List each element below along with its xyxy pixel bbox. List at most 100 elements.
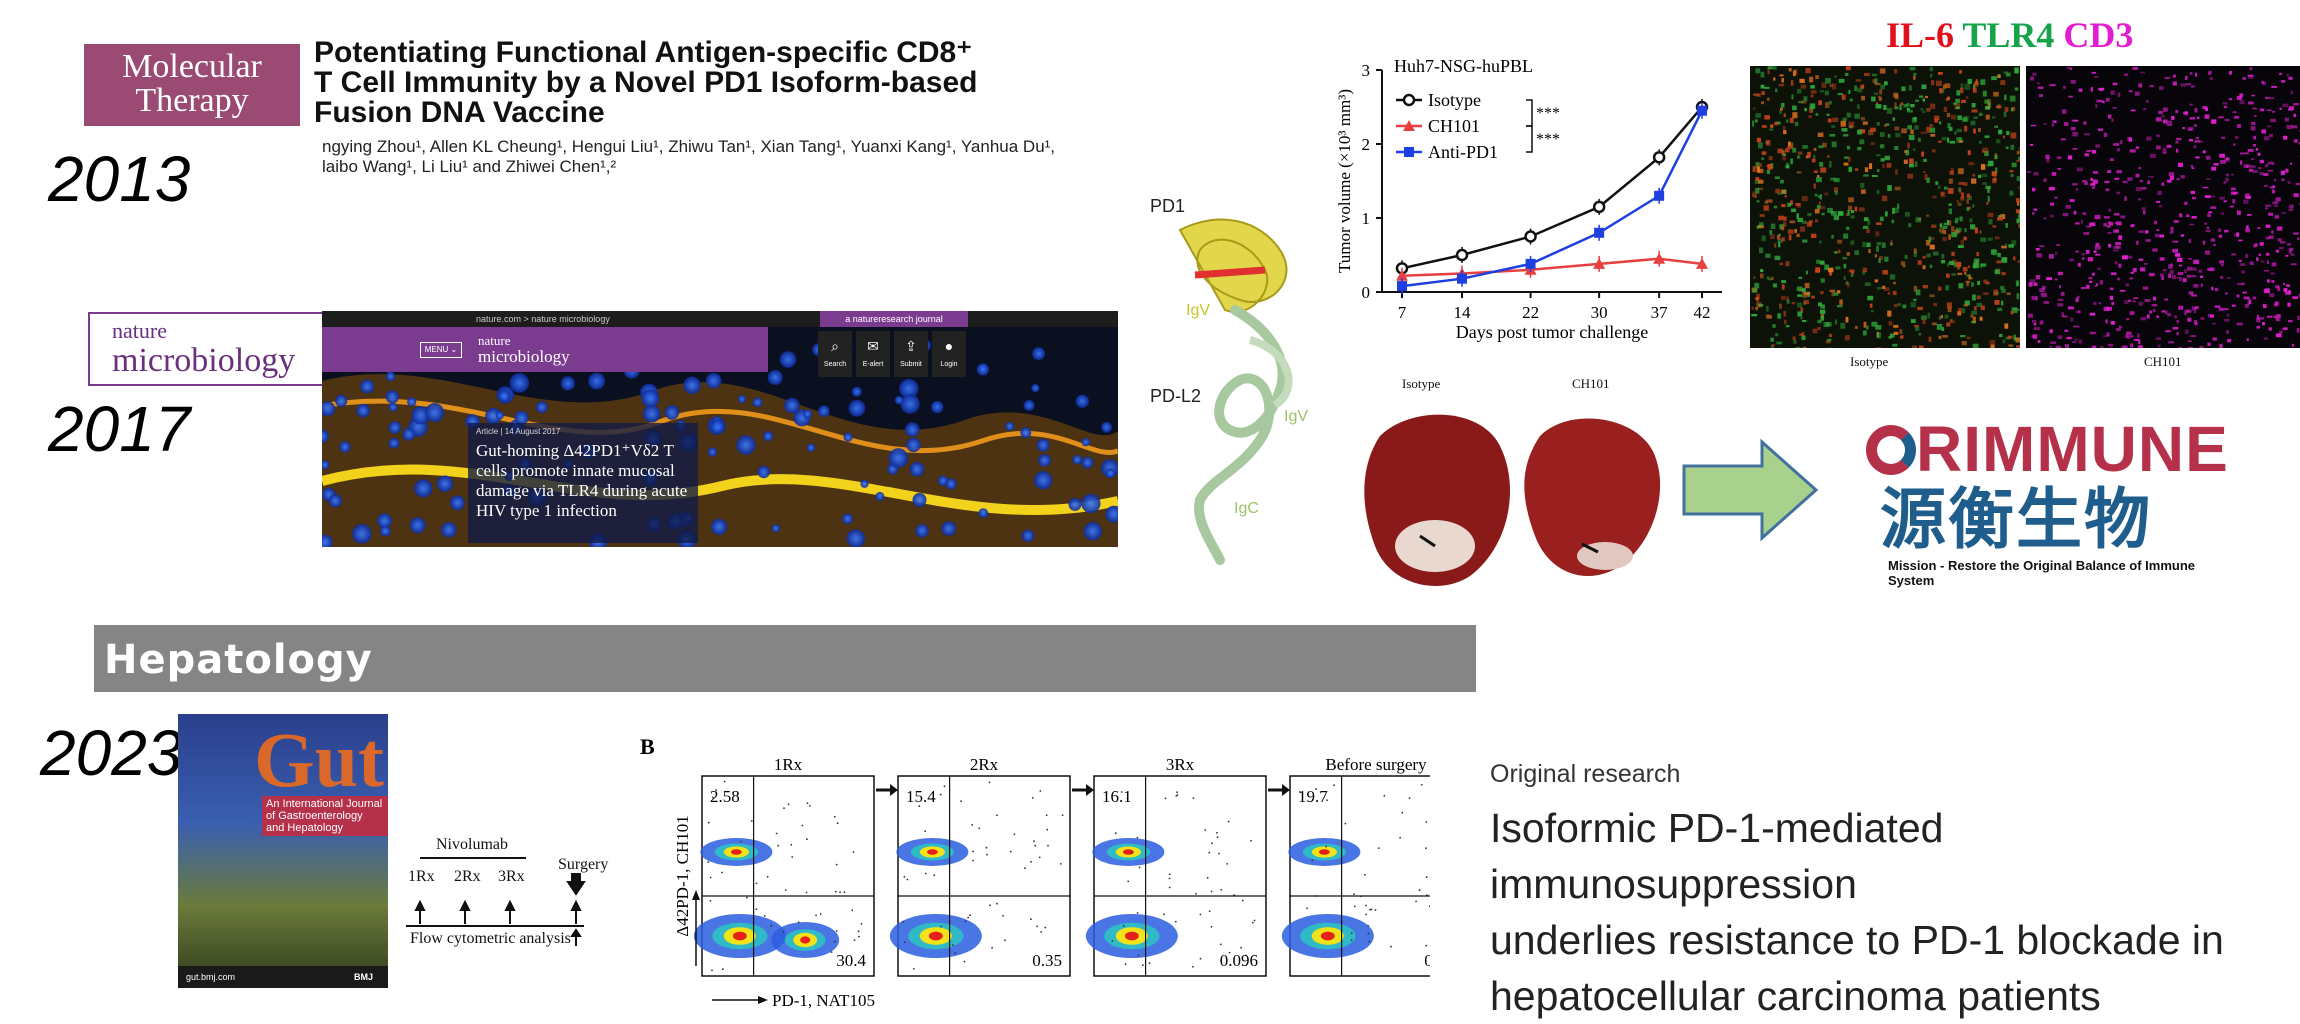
nm-submit-button[interactable]: ⇪Submit (894, 331, 928, 377)
flow-plots: B1Rx2.5830.42Rx15.40.353Rx16.10.096Befor… (630, 730, 1430, 1010)
data-point (1654, 191, 1664, 201)
if-image-isotype (1750, 66, 2020, 348)
data-point (1697, 106, 1707, 116)
data-point (1594, 228, 1604, 238)
significance-label: *** (1536, 131, 1560, 148)
pd1-label: PD1 (1150, 196, 1185, 217)
x-tick-label: 14 (1454, 303, 1472, 322)
x-tick-label: 42 (1694, 303, 1711, 322)
user-icon: ● (932, 331, 966, 361)
mt-article-title: Potentiating Functional Antigen-specific… (314, 38, 1254, 128)
submit-icon: ⇪ (894, 331, 928, 361)
nm-article-title[interactable]: Gut-homing Δ42PD1⁺Vδ2 T cells promote in… (476, 441, 690, 521)
nm-search-label: Search (824, 361, 846, 368)
orimmune-chinese-name: 源衡生物 (1866, 482, 2230, 558)
protein-ribbon (1140, 190, 1340, 580)
flow-x-arrow-head (758, 996, 768, 1004)
data-point (1526, 259, 1536, 269)
flow-upper-left-value: 2.58 (710, 787, 740, 806)
nm-login-button[interactable]: ●Login (932, 331, 966, 377)
original-research-title: Isoformic PD-1-mediated immunosuppressio… (1490, 800, 2300, 1024)
timeline-surgery: Surgery (558, 856, 608, 874)
liver-label-isotype: Isotype (1402, 376, 1440, 392)
if-image-ch101 (2026, 66, 2300, 348)
hepatology-banner: Hepatology (94, 625, 1476, 692)
nm-menu-button[interactable]: MENU ⌄ (420, 342, 462, 358)
nm-login-label: Login (940, 361, 957, 368)
legend-marker (1404, 147, 1414, 157)
if-title-cd3: CD3 (2063, 15, 2133, 55)
or-title-line-3: hepatocellular carcinoma patients (1490, 968, 2300, 1024)
nature-microbiology-webpage: nature.com > nature microbiology a natur… (322, 311, 1118, 547)
pdl2-label: PD-L2 (1150, 386, 1201, 407)
x-tick-label: 7 (1398, 303, 1407, 322)
orimmune-name: RIMMUNE (1916, 413, 2229, 485)
treatment-timeline: Nivolumab 1Rx 2Rx 3Rx Surgery Flow cytom… (400, 826, 620, 956)
gut-footer: gut.bmj.com BMJ (178, 966, 388, 988)
flow-lower-right-value: 0.31 (1424, 951, 1430, 970)
chart-title: Huh7-NSG-huPBL (1394, 56, 1533, 76)
nm-toolbar: ⌕Search ✉E-alert ⇪Submit ●Login (818, 331, 968, 377)
y-tick-label: 0 (1362, 283, 1371, 302)
data-point (1526, 232, 1536, 242)
data-point (1594, 202, 1604, 212)
if-label-isotype: Isotype (1850, 354, 1888, 370)
flow-upper-left-value: 16.1 (1102, 787, 1132, 806)
data-point (1457, 250, 1467, 260)
flow-arrow-head (1086, 784, 1094, 796)
flow-panel-letter: B (640, 734, 655, 759)
nm-ealert-button[interactable]: ✉E-alert (856, 331, 890, 377)
flow-y-axis-label: Δ42PD-1, CH101 (673, 815, 692, 936)
search-icon: ⌕ (818, 331, 852, 361)
y-axis-label: Tumor volume (×10³ mm³) (1335, 89, 1354, 273)
flow-plot-title: 1Rx (774, 755, 803, 774)
flow-plot (890, 776, 1070, 976)
orimmune-wordmark: RIMMUNE (1866, 416, 2230, 482)
flow-plot-title: 2Rx (970, 755, 999, 774)
liver-photos (1350, 396, 1680, 592)
legend-marker (1404, 95, 1414, 105)
timeline-dose-1: 1Rx (408, 868, 435, 886)
orimmune-logo: RIMMUNE 源衡生物 Mission - Restore the Origi… (1866, 416, 2230, 588)
data-point (1457, 274, 1467, 284)
flow-plot (694, 776, 874, 976)
timeline-dose-3: 3Rx (498, 868, 525, 886)
mt-title-line-3: Fusion DNA Vaccine (314, 98, 1254, 128)
gut-masthead: Gut (254, 720, 384, 800)
flow-upper-left-value: 19.7 (1298, 787, 1328, 806)
gut-bmj: BMJ (354, 972, 373, 982)
or-title-line-1: Isoformic PD-1-mediated immunosuppressio… (1490, 800, 2300, 912)
igv-label-2: IgV (1284, 408, 1308, 426)
nm-ealert-label: E-alert (863, 361, 884, 368)
nm-topbar-text[interactable]: nature.com > nature microbiology (476, 314, 610, 324)
nm-brand[interactable]: nature microbiology (478, 333, 570, 365)
significance-bracket (1526, 100, 1532, 126)
data-point (1397, 281, 1407, 291)
nm-topbar: nature.com > nature microbiology (322, 311, 1118, 327)
nature-microbiology-logo: nature microbiology (88, 312, 324, 386)
timeline-drug: Nivolumab (436, 836, 508, 854)
year-2017: 2017 (48, 392, 190, 466)
if-title-il6: IL-6 (1886, 15, 1954, 55)
nm-submit-label: Submit (900, 361, 922, 368)
pd1-pdl2-structure: PD1 PD-L2 IgV IgV IgC (1140, 190, 1340, 580)
x-tick-label: 37 (1651, 303, 1669, 322)
nm-article-meta: Article | 14 August 2017 (476, 427, 560, 436)
x-axis-label: Days post tumor challenge (1456, 322, 1648, 342)
mt-authors-line-1: ngying Zhou¹, Allen KL Cheung¹, Hengui L… (322, 137, 1282, 157)
y-tick-label: 3 (1362, 61, 1371, 80)
mt-authors-line-2: laibo Wang¹, Li Liu¹ and Zhiwei Chen¹,² (322, 157, 1282, 177)
nm-brand-line-2: microbiology (478, 349, 570, 365)
x-tick-label: 22 (1522, 303, 1539, 322)
orimmune-o-icon (1866, 425, 1916, 475)
flow-lower-right-value: 0.096 (1220, 951, 1258, 970)
mt-title-line-2: T Cell Immunity by a Novel PD1 Isoform-b… (314, 68, 1254, 98)
flow-arrow-head (890, 784, 898, 796)
nm-article-card[interactable]: Article | 14 August 2017 Gut-homing Δ42P… (468, 423, 698, 543)
x-tick-label: 30 (1591, 303, 1608, 322)
logo-line-2: Therapy (84, 84, 300, 118)
hepatology-label: Hepatology (104, 637, 373, 683)
nm-search-button[interactable]: ⌕Search (818, 331, 852, 377)
timeline-analysis: Flow cytometric analysis (410, 930, 571, 948)
